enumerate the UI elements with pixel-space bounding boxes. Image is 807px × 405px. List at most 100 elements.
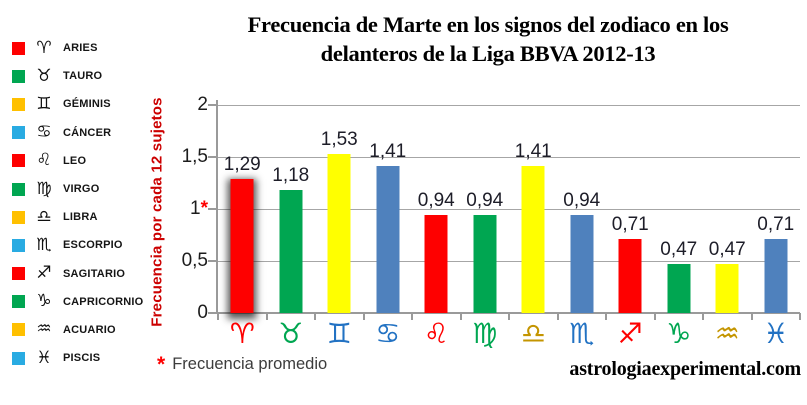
bar-value-label: 1,18	[272, 165, 310, 187]
x-axis-zodiac-glyph-sagitario-icon: ♐	[617, 317, 643, 350]
zodiac-glyph-leo-icon: ♌	[36, 150, 52, 171]
zodiac-glyph-virgo-icon: ♍	[36, 178, 52, 199]
legend-item-geminis: ♊ GÉMINIS	[12, 90, 143, 118]
bar-value-label: 1,41	[369, 141, 407, 163]
zodiac-glyph-escorpio-icon: ♏	[36, 234, 52, 255]
legend-item-aries: ♈ ARIES	[12, 34, 143, 62]
bar-virgo	[473, 215, 497, 313]
zodiac-glyph-libra-icon: ♎	[36, 206, 52, 227]
legend-item-libra: ♎ LIBRA	[12, 203, 143, 231]
y-axis-line	[216, 100, 218, 314]
legend-item-label: GÉMINIS	[63, 98, 111, 111]
x-axis-zodiac-glyph-piscis-icon: ♓	[763, 317, 789, 350]
legend-color-swatch	[12, 41, 25, 55]
chart-title: Frecuencia de Marte en los signos del zo…	[172, 10, 804, 68]
legend-item-capricornio: ♑ CAPRICORNIO	[12, 288, 143, 316]
x-axis-line	[210, 312, 800, 314]
bar-sagitario	[618, 239, 642, 313]
bar-value-label: 1,41	[514, 141, 552, 163]
x-axis-tick	[799, 313, 801, 320]
bar-piscis	[764, 239, 788, 313]
legend-item-tauro: ♉ TAURO	[12, 62, 143, 90]
legend-item-label: PISCIS	[63, 352, 101, 365]
legend-color-swatch	[12, 238, 25, 252]
x-axis-zodiac-glyph-capricornio-icon: ♑	[666, 317, 692, 350]
legend-item-label: SAGITARIO	[63, 267, 126, 280]
footnote-asterisk-icon: *	[157, 353, 166, 376]
x-axis-tick	[556, 313, 559, 320]
y-tick-label: 1,5	[181, 146, 208, 167]
bar-value-label: 0,71	[611, 214, 649, 236]
bar-value-label: 0,71	[757, 214, 795, 236]
legend-color-swatch	[12, 323, 25, 337]
legend-color-swatch	[12, 126, 25, 140]
bar-value-label: 0,94	[417, 190, 455, 212]
gridline	[218, 104, 800, 106]
zodiac-glyph-tauro-icon: ♉	[36, 65, 52, 86]
bar-value-label: 0,94	[466, 190, 504, 212]
legend-item-label: LIBRA	[63, 211, 98, 224]
bar-value-label: 1,53	[320, 128, 358, 150]
zodiac-glyph-capricornio-icon: ♑	[36, 291, 52, 312]
legend-item-acuario: ♒ ACUARIO	[12, 316, 143, 344]
legend-item-label: TAURO	[63, 70, 103, 83]
legend-item-virgo: ♍ VIRGO	[12, 175, 143, 203]
x-axis-tick	[265, 313, 268, 320]
chart-title-line2: delanteros de la Liga BBVA 2012-13	[320, 41, 656, 66]
legend-item-label: ACUARIO	[63, 323, 116, 336]
x-axis-tick	[217, 313, 219, 320]
x-axis-tick	[605, 313, 607, 320]
zodiac-glyph-sagitario-icon: ♐	[36, 263, 52, 284]
x-axis-zodiac-glyph-leo-icon: ♌	[423, 317, 449, 350]
legend-item-leo: ♌ LEO	[12, 147, 143, 175]
bar-capricornio	[667, 264, 691, 313]
legend-item-escorpio: ♏ ESCORPIO	[12, 231, 143, 259]
x-axis-zodiac-glyph-aries-icon: ♈	[229, 317, 255, 350]
zodiac-glyph-cancer-icon: ♋	[36, 122, 52, 143]
bar-value-label: 1,29	[223, 153, 261, 175]
footnote-text: Frecuencia promedio	[172, 355, 328, 373]
x-axis-tick	[702, 313, 704, 320]
gridline	[218, 156, 800, 158]
legend-color-swatch	[12, 182, 25, 196]
legend-item-label: VIRGO	[63, 183, 100, 196]
zodiac-legend: ♈ ARIES ♉ TAURO ♊ GÉMINIS ♋ CÁNCER ♌ LEO ♍ VIRGO ♎ LI…	[12, 34, 143, 372]
bar-escorpio	[570, 215, 594, 313]
chart-title-line1: Frecuencia de Marte en los signos del zo…	[247, 12, 729, 37]
watermark: astrologiaexperimental.com	[569, 358, 801, 380]
gridline	[218, 208, 800, 210]
y-axis-tick	[208, 156, 216, 158]
legend-color-swatch	[12, 69, 25, 83]
zodiac-glyph-piscis-icon: ♓	[36, 347, 52, 368]
y-axis-tick	[208, 260, 216, 262]
average-asterisk-icon: *	[200, 198, 208, 219]
legend-color-swatch	[12, 154, 25, 168]
legend-item-label: CAPRICORNIO	[63, 295, 144, 308]
x-axis-tick	[508, 313, 510, 320]
legend-item-sagitario: ♐ SAGITARIO	[12, 260, 143, 288]
plot-area: 1,29 ♈ 1,18 ♉ 1,53 ♊ 1,41 ♋ 0,94 ♌ 0,94 ♍ 1,41 ♎ 0,94 ♏…	[208, 100, 801, 348]
legend-color-swatch	[12, 267, 25, 281]
x-axis-zodiac-glyph-acuario-icon: ♒	[714, 317, 740, 350]
x-axis-zodiac-glyph-tauro-icon: ♉	[278, 317, 304, 350]
legend-item-cancer: ♋ CÁNCER	[12, 119, 143, 147]
x-axis-tick	[362, 313, 365, 320]
bar-tauro	[279, 190, 303, 313]
y-tick-label: 0,5	[181, 250, 208, 271]
legend-item-label: LEO	[63, 154, 87, 167]
x-axis-zodiac-glyph-geminis-icon: ♊	[326, 317, 352, 350]
legend-item-label: ESCORPIO	[63, 239, 123, 252]
x-axis-zodiac-glyph-cancer-icon: ♋	[375, 317, 401, 350]
bar-leo	[424, 215, 448, 313]
x-axis-tick	[411, 313, 413, 320]
legend-item-piscis: ♓ PISCIS	[12, 344, 143, 372]
zodiac-glyph-aries-icon: ♈	[36, 37, 52, 58]
gridline	[218, 260, 800, 262]
legend-color-swatch	[12, 351, 25, 365]
x-axis-zodiac-glyph-libra-icon: ♎	[520, 317, 546, 350]
x-axis-tick	[653, 313, 656, 320]
y-tick-label: 0	[197, 302, 208, 323]
footnote: * Frecuencia promedio	[157, 353, 327, 377]
x-axis-zodiac-glyph-virgo-icon: ♍	[472, 317, 498, 350]
bar-libra	[521, 166, 545, 313]
